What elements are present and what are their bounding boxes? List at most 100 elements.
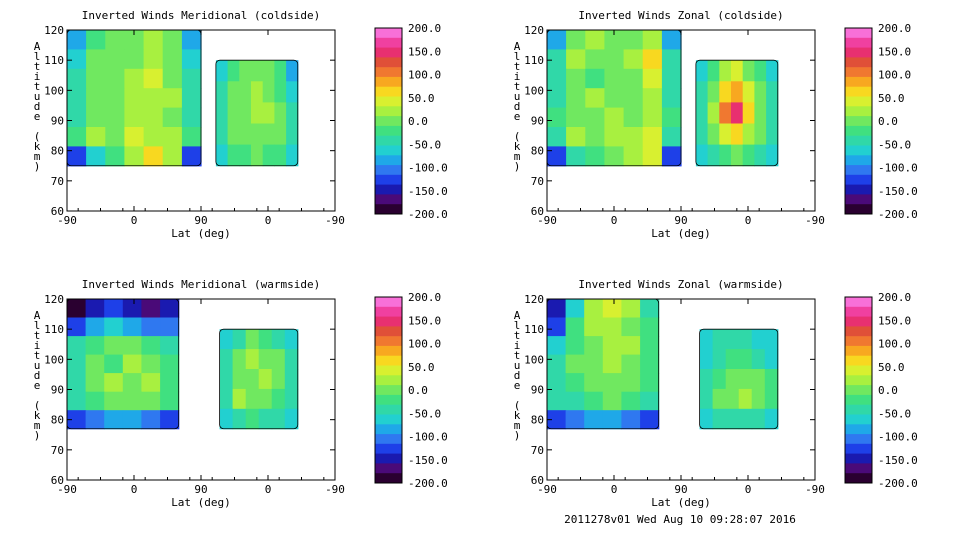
colorbar-swatch [845, 404, 872, 415]
heat-cell [565, 354, 585, 374]
y-axis-label-char: e [34, 379, 41, 392]
y-tick-label: 70 [51, 175, 64, 188]
heat-cell [85, 391, 105, 411]
heat-cell [286, 123, 299, 146]
heat-cell [642, 68, 663, 89]
heat-cell [284, 369, 299, 390]
heat-cell [143, 88, 164, 109]
colorbar-swatch [375, 424, 402, 435]
y-axis-label-char: t [34, 60, 41, 73]
y-tick-label: 80 [531, 414, 544, 427]
colorbar-swatch [845, 316, 872, 327]
y-axis-label-char: A [514, 309, 521, 322]
heat-cell [623, 88, 644, 109]
y-tick-label: 110 [44, 323, 64, 336]
heat-cell [725, 349, 740, 370]
x-tick-label: 90 [674, 483, 687, 496]
colorbar-swatch [375, 37, 402, 48]
heat-cell [738, 369, 753, 390]
y-axis-label-char: k [34, 409, 41, 422]
colorbar-swatch [375, 47, 402, 58]
x-tick-label: 0 [611, 483, 618, 496]
heat-cell [162, 127, 183, 147]
heat-cell [143, 49, 164, 70]
heat-cell [699, 349, 714, 370]
heat-cell [742, 81, 755, 103]
heat-cell [623, 107, 644, 128]
colorbar-swatch [375, 336, 402, 347]
heat-cell [181, 30, 202, 50]
y-axis-label-char: d [34, 369, 41, 382]
colorbar-swatch [375, 174, 402, 185]
heat-cell [566, 68, 586, 89]
colorbar-swatch [845, 434, 872, 445]
heat-cell [67, 49, 87, 70]
heat-cell [623, 146, 644, 167]
y-axis-label-char: ( [34, 130, 41, 143]
heat-cell [640, 317, 660, 337]
heat-cell [85, 354, 105, 374]
y-axis-label-char: e [514, 379, 521, 392]
colorbar: 200.0 150.0 100.0 50.0 0.0 -50.0 -100.0 -150.0 -… [374, 22, 448, 221]
y-tick-label: 60 [531, 205, 544, 218]
heat-cell [731, 60, 744, 82]
heat-cell [122, 336, 142, 356]
colorbar-swatch [845, 204, 872, 215]
heat-cell [621, 336, 641, 356]
heat-cell [584, 354, 604, 374]
heat-cell [262, 60, 275, 82]
heat-cell [547, 88, 567, 109]
colorbar-swatch [845, 165, 872, 176]
heat-cell [661, 49, 682, 70]
colorbar-tick-label: -150.0 [878, 454, 918, 467]
colorbar-swatch [375, 184, 402, 195]
heat-cell [547, 30, 567, 50]
y-tick-label: 100 [44, 84, 64, 97]
colorbar-tick-label: 50.0 [878, 92, 905, 105]
heat-cell [227, 60, 240, 82]
heat-cell [565, 336, 585, 356]
heat-cell [67, 336, 87, 356]
heat-cell [160, 410, 180, 430]
heat-cell [640, 373, 660, 393]
heat-cell [262, 81, 275, 103]
heat-cell [141, 410, 161, 430]
heat-cell [604, 49, 625, 70]
heat-cell [766, 102, 779, 125]
y-axis-label-char: d [514, 369, 521, 382]
x-tick-label: 0 [131, 483, 138, 496]
heat-cell [642, 107, 663, 128]
heat-cell [271, 369, 286, 390]
colorbar-swatch [845, 116, 872, 127]
heat-cell [764, 408, 779, 430]
colorbar-tick-label: -150.0 [408, 185, 448, 198]
y-axis-label-char: k [514, 140, 521, 153]
heat-cell [719, 102, 732, 125]
heat-cell [754, 123, 767, 146]
colorbar-tick-label: -150.0 [408, 454, 448, 467]
heat-cell [86, 107, 106, 128]
heat-cell [122, 354, 142, 374]
y-axis-label-char: m [514, 150, 521, 163]
heat-cell [232, 369, 247, 390]
heat-cell [105, 49, 125, 70]
colorbar-tick-label: -200.0 [408, 208, 448, 221]
heat-cell [604, 146, 625, 167]
heat-cell [565, 391, 585, 411]
heat-cell [751, 369, 766, 390]
colorbar-frame [844, 27, 873, 215]
colorbar-swatch [845, 453, 872, 464]
heat-cell [695, 60, 709, 82]
x-tick-label: 90 [194, 214, 207, 227]
colorbar-swatch [845, 155, 872, 166]
x-tick-label: -90 [537, 214, 557, 227]
heat-cell [105, 88, 125, 109]
heat-cell [286, 102, 299, 125]
chart-panel-2: Inverted Winds Zonal (coldside) -90 0 90 0 -9… [514, 9, 918, 240]
heat-cell [86, 30, 106, 50]
colorbar-tick-label: 150.0 [408, 314, 441, 327]
colorbar-swatch [375, 316, 402, 327]
colorbar-tick-label: 100.0 [878, 338, 911, 351]
colorbar-swatch [375, 96, 402, 107]
colorbar-tick-label: 200.0 [408, 291, 441, 304]
